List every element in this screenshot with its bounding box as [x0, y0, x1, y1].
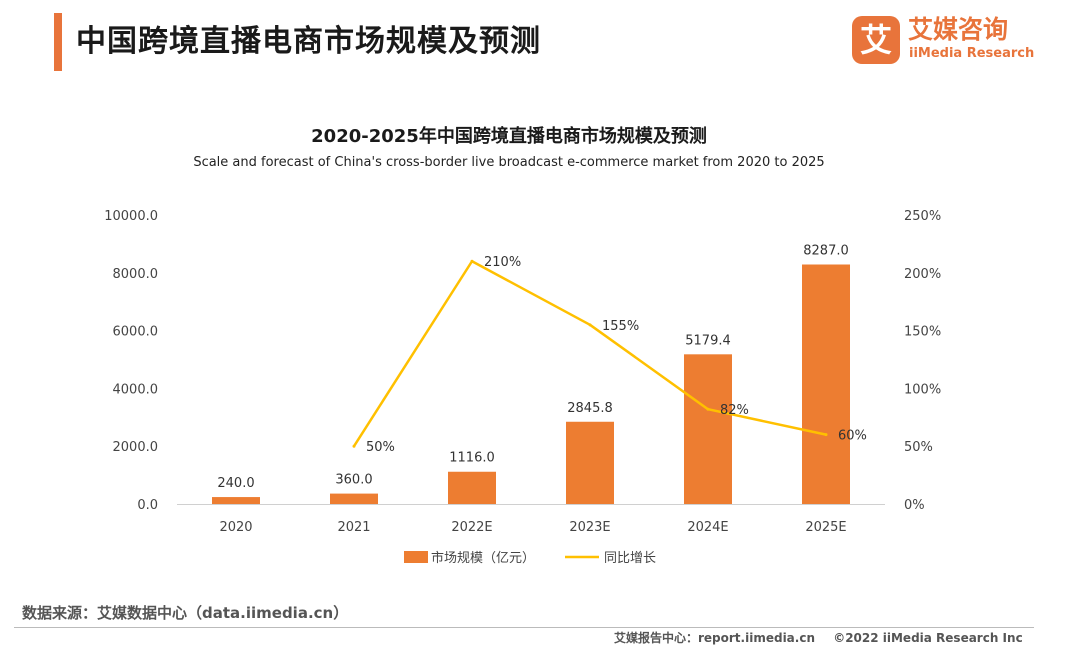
- bar-value-label: 240.0: [217, 476, 254, 491]
- y-left-tick-label: 2000.0: [113, 440, 159, 455]
- bar-2020: [212, 497, 260, 504]
- y-right-tick-label: 100%: [904, 382, 941, 397]
- title-accent-bar: [54, 13, 62, 71]
- footer-divider: [14, 627, 1034, 628]
- data-source: 数据来源：艾媒数据中心（data.iimedia.cn）: [22, 604, 349, 622]
- growth-point: [588, 323, 592, 327]
- bar-2025E: [802, 264, 850, 504]
- bar-2023E: [566, 421, 614, 504]
- y-left-tick-label: 10000.0: [104, 209, 158, 224]
- bar-2022E: [448, 471, 496, 504]
- y-left-tick-label: 0.0: [137, 498, 158, 513]
- logo-mark-icon: 艾: [852, 16, 900, 64]
- logo-name-cn: 艾媒咨询: [908, 15, 1009, 44]
- y-left-tick-label: 6000.0: [113, 325, 159, 340]
- x-tick-label: 2022E: [451, 520, 492, 535]
- bar-value-label: 5179.4: [685, 333, 731, 348]
- bar-value-label: 1116.0: [449, 451, 495, 466]
- y-right-tick-label: 250%: [904, 209, 941, 224]
- x-tick-label: 2021: [337, 520, 370, 535]
- logo-name-en: iiMedia Research: [909, 46, 1035, 61]
- growth-line: [352, 259, 827, 447]
- bar-value-label: 2845.8: [567, 401, 613, 416]
- footer-copyright: ©2022 iiMedia Research Inc: [833, 631, 1023, 645]
- bar-2024E: [684, 354, 732, 504]
- growth-value-label: 155%: [602, 319, 639, 334]
- y-right-tick-label: 50%: [904, 440, 933, 455]
- growth-point: [824, 433, 828, 437]
- brand-logo: 艾 艾媒咨询 iiMedia Research: [852, 14, 1034, 66]
- growth-point: [352, 444, 356, 448]
- growth-value-label: 82%: [720, 403, 749, 418]
- y-left-tick-label: 4000.0: [113, 382, 159, 397]
- bar-value-label: 360.0: [335, 473, 372, 488]
- footer-report: 艾媒报告中心：report.iimedia.cn: [614, 631, 815, 645]
- growth-point: [470, 259, 474, 263]
- y-left-tick-label: 8000.0: [113, 267, 159, 282]
- growth-value-label: 50%: [366, 440, 395, 455]
- chart-title: 2020-2025年中国跨境直播电商市场规模及预测: [311, 126, 707, 147]
- page-title: 中国跨境直播电商市场规模及预测: [76, 24, 541, 59]
- x-tick-label: 2024E: [687, 520, 728, 535]
- y-right-tick-label: 150%: [904, 325, 941, 340]
- bar-2021: [330, 493, 378, 504]
- growth-value-label: 210%: [484, 255, 521, 270]
- x-tick-label: 2025E: [805, 520, 846, 535]
- combo-chart: 0.0 2000.0 4000.0 6000.0 8000.0 10000.0 0% 50% 1…: [104, 209, 941, 566]
- y-right-tick-label: 0%: [904, 498, 925, 513]
- x-tick-label: 2023E: [569, 520, 610, 535]
- footer-bar: 艾媒报告中心：report.iimedia.cn ©2022 iiMedia R…: [614, 629, 1037, 646]
- growth-point: [706, 407, 710, 411]
- legend-bar-label: 市场规模（亿元）: [431, 550, 535, 566]
- legend-line-label: 同比增长: [604, 551, 656, 566]
- bar-value-label: 8287.0: [803, 244, 849, 259]
- y-right-tick-label: 200%: [904, 267, 941, 282]
- legend-bar-swatch: [404, 551, 428, 563]
- growth-value-label: 60%: [838, 429, 867, 444]
- chart-subtitle: Scale and forecast of China's cross-bord…: [193, 155, 825, 170]
- x-tick-label: 2020: [219, 520, 252, 535]
